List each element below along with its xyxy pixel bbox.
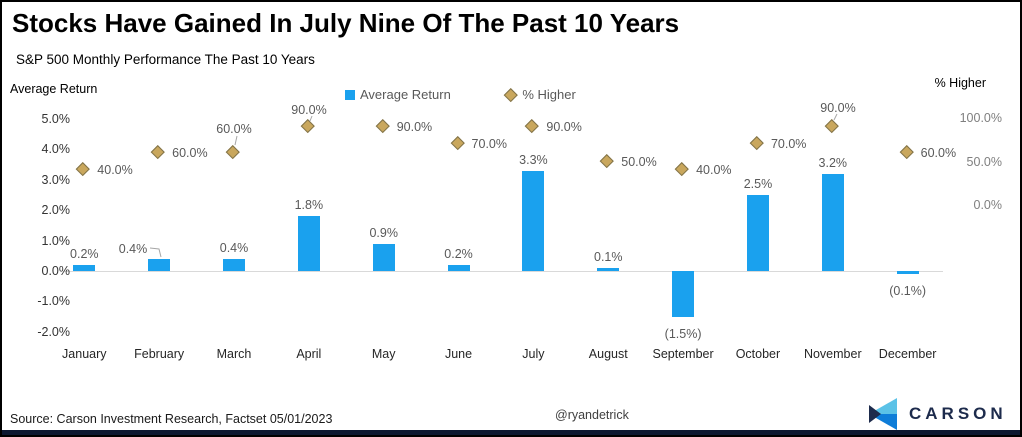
- month-label: November: [803, 347, 862, 361]
- bar-value-label: 3.2%: [818, 155, 848, 170]
- legend-label-average-return: Average Return: [360, 87, 451, 102]
- percent-higher-marker-july: [525, 118, 539, 133]
- percent-higher-marker-december: [899, 144, 914, 159]
- left-axis-tick: -1.0%: [37, 294, 70, 309]
- percent-higher-value-label: 40.0%: [696, 163, 732, 178]
- right-axis-tick: 50.0%: [966, 154, 1002, 169]
- month-label: October: [735, 347, 781, 361]
- bar-value-label: 0.2%: [444, 246, 473, 261]
- percent-higher-value-label: 70.0%: [471, 137, 507, 152]
- month-label: September: [652, 347, 714, 361]
- percent-higher-value-label: 60.0%: [216, 122, 252, 136]
- right-axis-tick: 0.0%: [973, 198, 1003, 213]
- month-label: March: [216, 347, 252, 361]
- leader-line: [234, 135, 238, 146]
- month-label: February: [134, 347, 185, 361]
- left-axis-tick: 2.0%: [41, 203, 71, 218]
- right-axis-title: % Higher: [934, 76, 986, 90]
- month-label: May: [371, 347, 396, 361]
- month-label: April: [296, 347, 322, 361]
- percent-higher-marker-june: [450, 136, 465, 150]
- left-axis-tick: -2.0%: [37, 324, 70, 339]
- percent-higher-value-label: 40.0%: [97, 163, 133, 178]
- percent-higher-value-label: 90.0%: [546, 119, 582, 134]
- bar-march: [223, 258, 245, 271]
- chart-subtitle: S&P 500 Monthly Performance The Past 10 …: [16, 52, 315, 67]
- percent-higher-value-label: 60.0%: [172, 145, 208, 160]
- bar-value-label: 0.9%: [369, 225, 398, 240]
- bar-june: [447, 264, 470, 271]
- left-axis-tick: 4.0%: [41, 142, 71, 157]
- zero-axis-line: [64, 271, 943, 272]
- percent-higher-marker-october: [749, 136, 764, 150]
- percent-higher-value-label: 90.0%: [396, 119, 433, 134]
- bar-value-label: (1.5%): [664, 326, 702, 341]
- bar-july: [522, 170, 545, 271]
- bar-october: [746, 194, 769, 271]
- percent-higher-value-label: 50.0%: [621, 154, 657, 169]
- month-label: January: [62, 347, 107, 361]
- left-axis-title: Average Return: [10, 82, 98, 96]
- bar-january: [73, 264, 96, 271]
- bar-may: [372, 243, 395, 271]
- bar-value-label: 0.4%: [118, 242, 148, 256]
- chart-title: Stocks Have Gained In July Nine Of The P…: [12, 8, 680, 38]
- bar-august: [597, 267, 620, 271]
- left-axis-tick: 1.0%: [41, 233, 71, 248]
- percent-higher-diamond-icon: [503, 87, 518, 102]
- percent-higher-marker-march: [226, 144, 240, 159]
- twitter-handle: @ryandetrick: [555, 408, 629, 422]
- month-label: June: [444, 347, 473, 361]
- bar-november: [821, 173, 844, 271]
- percent-higher-marker-april: [300, 118, 315, 133]
- bar-february: [148, 258, 171, 271]
- carson-logo-text: CARSON: [909, 404, 1007, 423]
- left-axis-tick: 0.0%: [41, 264, 71, 278]
- bar-value-label: 0.1%: [594, 249, 623, 264]
- legend: Average Return % Higher: [345, 87, 576, 102]
- legend-label-percent-higher: % Higher: [522, 87, 576, 102]
- bar-value-label: 3.3%: [519, 152, 548, 167]
- average-return-swatch-icon: [345, 89, 355, 100]
- month-label: July: [522, 347, 545, 361]
- bar-april: [297, 216, 320, 271]
- percent-higher-marker-may: [375, 118, 390, 133]
- left-axis-tick: 3.0%: [41, 172, 71, 187]
- source-note: Source: Carson Investment Research, Fact…: [10, 412, 333, 426]
- percent-higher-value-label: 90.0%: [291, 103, 327, 117]
- right-axis-tick: 100.0%: [959, 111, 1002, 125]
- left-axis-tick: 5.0%: [41, 111, 71, 126]
- percent-higher-value-label: 70.0%: [770, 137, 807, 152]
- percent-higher-marker-february: [151, 144, 165, 159]
- bar-value-label: 0.4%: [219, 240, 249, 255]
- bar-value-label: (0.1%): [889, 284, 927, 299]
- bar-value-label: 0.2%: [70, 246, 99, 261]
- bar-december: [896, 271, 919, 275]
- percent-higher-marker-august: [600, 153, 614, 168]
- percent-higher-value-label: 60.0%: [920, 145, 957, 160]
- month-label: August: [588, 347, 628, 361]
- bar-value-label: 1.8%: [294, 198, 324, 213]
- bar-september: [672, 271, 695, 317]
- percent-higher-marker-january: [76, 162, 90, 176]
- month-label: December: [878, 347, 937, 361]
- footer-brand-bar: [2, 430, 1020, 435]
- carson-logo-icon: [869, 398, 897, 430]
- percent-higher-marker-september: [675, 162, 689, 176]
- percent-higher-value-label: 90.0%: [820, 101, 856, 115]
- bar-value-label: 2.5%: [743, 176, 773, 191]
- percent-higher-marker-november: [824, 118, 839, 133]
